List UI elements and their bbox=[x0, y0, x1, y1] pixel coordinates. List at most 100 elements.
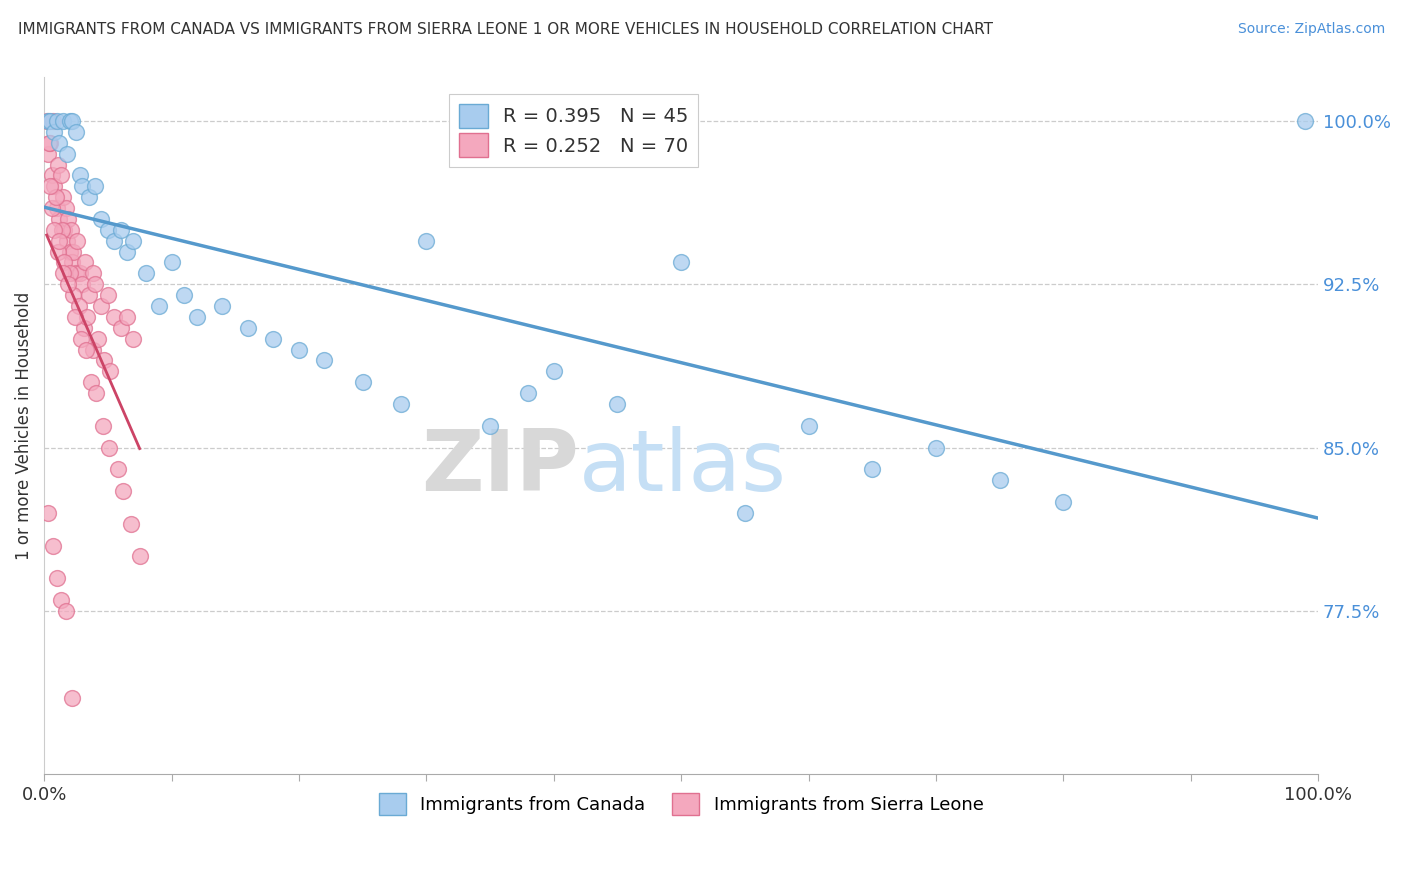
Point bbox=[97, 223, 120, 237]
Point bbox=[69, 266, 91, 280]
Point bbox=[103, 310, 125, 324]
Point bbox=[80, 376, 103, 390]
Point bbox=[46, 244, 69, 259]
Point bbox=[39, 114, 62, 128]
Point bbox=[82, 343, 104, 357]
Text: Source: ZipAtlas.com: Source: ZipAtlas.com bbox=[1237, 22, 1385, 37]
Point bbox=[90, 299, 112, 313]
Point bbox=[52, 114, 75, 128]
Point bbox=[73, 255, 96, 269]
Point bbox=[45, 114, 67, 128]
Point bbox=[67, 299, 90, 313]
Point bbox=[44, 179, 66, 194]
Point bbox=[925, 441, 948, 455]
Point bbox=[37, 506, 59, 520]
Point bbox=[66, 234, 89, 248]
Point bbox=[77, 288, 100, 302]
Point bbox=[479, 418, 502, 433]
Point bbox=[988, 473, 1011, 487]
Point bbox=[797, 418, 820, 433]
Point bbox=[49, 169, 72, 183]
Point bbox=[606, 397, 628, 411]
Point bbox=[56, 234, 79, 248]
Legend: Immigrants from Canada, Immigrants from Sierra Leone: Immigrants from Canada, Immigrants from … bbox=[370, 784, 993, 824]
Point bbox=[39, 136, 62, 150]
Y-axis label: 1 or more Vehicles in Household: 1 or more Vehicles in Household bbox=[15, 292, 32, 560]
Point bbox=[72, 277, 94, 292]
Point bbox=[93, 353, 115, 368]
Point bbox=[53, 255, 76, 269]
Point bbox=[84, 277, 107, 292]
Point bbox=[60, 255, 83, 269]
Point bbox=[65, 125, 87, 139]
Point bbox=[35, 114, 58, 128]
Point bbox=[135, 266, 157, 280]
Point bbox=[77, 190, 100, 204]
Point bbox=[211, 299, 233, 313]
Point bbox=[58, 244, 80, 259]
Point bbox=[72, 321, 94, 335]
Point bbox=[62, 288, 84, 302]
Point bbox=[90, 211, 112, 226]
Point bbox=[48, 234, 70, 248]
Point bbox=[98, 441, 121, 455]
Point bbox=[48, 136, 70, 150]
Point bbox=[49, 593, 72, 607]
Text: IMMIGRANTS FROM CANADA VS IMMIGRANTS FROM SIERRA LEONE 1 OR MORE VEHICLES IN HOU: IMMIGRANTS FROM CANADA VS IMMIGRANTS FRO… bbox=[18, 22, 993, 37]
Point bbox=[62, 244, 84, 259]
Point bbox=[53, 223, 76, 237]
Point bbox=[41, 201, 63, 215]
Point bbox=[86, 332, 108, 346]
Point bbox=[236, 321, 259, 335]
Point bbox=[44, 125, 66, 139]
Point bbox=[122, 234, 145, 248]
Point bbox=[45, 571, 67, 585]
Point bbox=[91, 418, 114, 433]
Point bbox=[44, 223, 66, 237]
Point bbox=[173, 288, 195, 302]
Point bbox=[112, 484, 135, 499]
Point bbox=[45, 201, 67, 215]
Point bbox=[262, 332, 284, 346]
Point bbox=[110, 223, 132, 237]
Point bbox=[107, 462, 129, 476]
Point bbox=[1294, 114, 1316, 128]
Point bbox=[37, 146, 59, 161]
Point bbox=[415, 234, 437, 248]
Point bbox=[56, 146, 79, 161]
Point bbox=[97, 288, 120, 302]
Point bbox=[75, 343, 97, 357]
Point bbox=[65, 266, 87, 280]
Point bbox=[860, 462, 883, 476]
Point bbox=[58, 266, 80, 280]
Point bbox=[69, 169, 91, 183]
Point bbox=[39, 179, 62, 194]
Point bbox=[42, 114, 65, 128]
Point bbox=[734, 506, 756, 520]
Point bbox=[110, 321, 132, 335]
Point bbox=[60, 114, 83, 128]
Point bbox=[148, 299, 170, 313]
Point bbox=[288, 343, 311, 357]
Point bbox=[76, 310, 98, 324]
Point bbox=[314, 353, 336, 368]
Point bbox=[55, 604, 77, 618]
Point bbox=[48, 211, 70, 226]
Point bbox=[115, 310, 138, 324]
Point bbox=[52, 266, 75, 280]
Point bbox=[82, 266, 104, 280]
Point bbox=[115, 244, 138, 259]
Point bbox=[186, 310, 208, 324]
Point bbox=[128, 549, 150, 564]
Point bbox=[98, 364, 121, 378]
Point bbox=[517, 386, 540, 401]
Point bbox=[160, 255, 183, 269]
Point bbox=[389, 397, 412, 411]
Point bbox=[103, 234, 125, 248]
Point bbox=[58, 114, 80, 128]
Point bbox=[63, 310, 86, 324]
Point bbox=[669, 255, 692, 269]
Point bbox=[59, 223, 82, 237]
Point bbox=[352, 376, 374, 390]
Point bbox=[84, 179, 107, 194]
